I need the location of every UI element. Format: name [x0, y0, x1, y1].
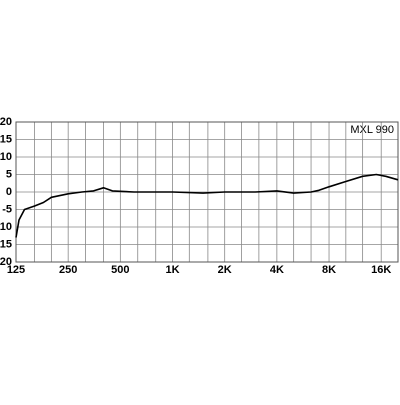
x-tick-label: 500 — [111, 264, 129, 276]
x-tick-label: 1K — [165, 264, 179, 276]
y-tick-label: -20 — [0, 256, 12, 268]
y-tick-label: -10 — [0, 221, 12, 233]
y-tick-label: 5 — [6, 168, 12, 180]
y-tick-label: 0 — [6, 186, 12, 198]
response-line — [15, 173, 399, 238]
y-tick-label: 20 — [0, 116, 12, 128]
y-tick-label: -5 — [2, 203, 12, 215]
x-tick-label: 125 — [7, 264, 25, 276]
y-tick-label: 10 — [0, 151, 12, 163]
plot-frame — [15, 121, 399, 263]
y-tick-label: -15 — [0, 238, 12, 250]
x-tick-label: 250 — [59, 264, 77, 276]
x-tick-label: 2K — [218, 264, 232, 276]
x-tick-label: 16K — [371, 264, 391, 276]
y-tick-label: 15 — [0, 133, 12, 145]
chart-title: MXL 990 — [350, 124, 394, 136]
x-tick-label: 4K — [270, 264, 284, 276]
x-tick-label: 8K — [322, 264, 336, 276]
